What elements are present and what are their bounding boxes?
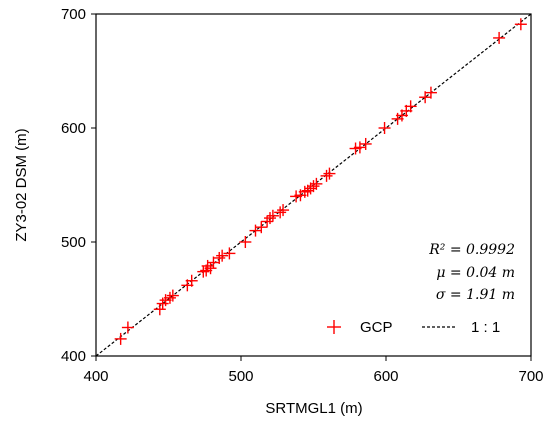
gcp-point [307, 180, 320, 193]
gcp-point [185, 274, 198, 287]
gcp-point [204, 262, 217, 275]
x-tick-label: 500 [228, 368, 253, 385]
legend: GCP 1 : 1 [327, 319, 500, 336]
x-tick-label: 700 [518, 368, 543, 385]
gcp-point [378, 122, 391, 134]
gcp-point [404, 100, 417, 113]
gcp-point [261, 215, 274, 228]
y-tick-label: 600 [61, 120, 86, 137]
gcp-point [310, 177, 323, 190]
stat-mu: μ = 0.04 m [436, 265, 515, 281]
gcp-point [323, 167, 336, 180]
legend-gcp-label: GCP [360, 319, 393, 336]
stat-r2: R² = 0.9992 [428, 242, 515, 258]
y-tick-label: 400 [61, 348, 86, 365]
x-axis-label: SRTMGL1 (m) [265, 400, 362, 417]
gcp-point [223, 247, 236, 260]
gcp-point [359, 137, 372, 150]
gcp-point [166, 289, 179, 302]
gcp-point [493, 31, 506, 44]
gcp-point [514, 18, 527, 31]
legend-gcp-marker [327, 320, 341, 334]
gcp-point [153, 303, 166, 316]
points-layer [114, 18, 527, 345]
gcp-point [239, 236, 252, 248]
gcp-point [255, 221, 268, 234]
x-tick-label: 400 [83, 368, 108, 385]
plot-frame [95, 13, 532, 357]
gcp-point [163, 291, 176, 304]
gcp-point [156, 297, 169, 310]
gcp-point [266, 209, 279, 222]
y-tick-labels: 400 500 600 700 [61, 6, 86, 365]
stats-annotation: R² = 0.9992 μ = 0.04 m σ = 1.91 m [428, 242, 515, 303]
gcp-point [264, 212, 276, 225]
x-tick-label: 600 [373, 368, 398, 385]
y-tick-label: 700 [61, 6, 86, 23]
gcp-point [216, 249, 229, 262]
stat-sigma: σ = 1.91 m [436, 287, 515, 303]
gcp-point [274, 206, 287, 219]
gcp-point [277, 204, 290, 217]
y-axis-label: ZY3-02 DSM (m) [13, 128, 30, 241]
gcp-point [249, 224, 262, 237]
gcp-point [213, 251, 226, 264]
ticks-layer [91, 13, 532, 361]
legend-line-label: 1 : 1 [471, 319, 500, 336]
gcp-point [121, 321, 134, 334]
gcp-point [424, 86, 437, 99]
y-tick-label: 500 [61, 234, 86, 251]
gcp-point [114, 332, 127, 345]
gcp-point [320, 169, 333, 182]
x-tick-labels: 400 500 600 700 [83, 368, 543, 385]
